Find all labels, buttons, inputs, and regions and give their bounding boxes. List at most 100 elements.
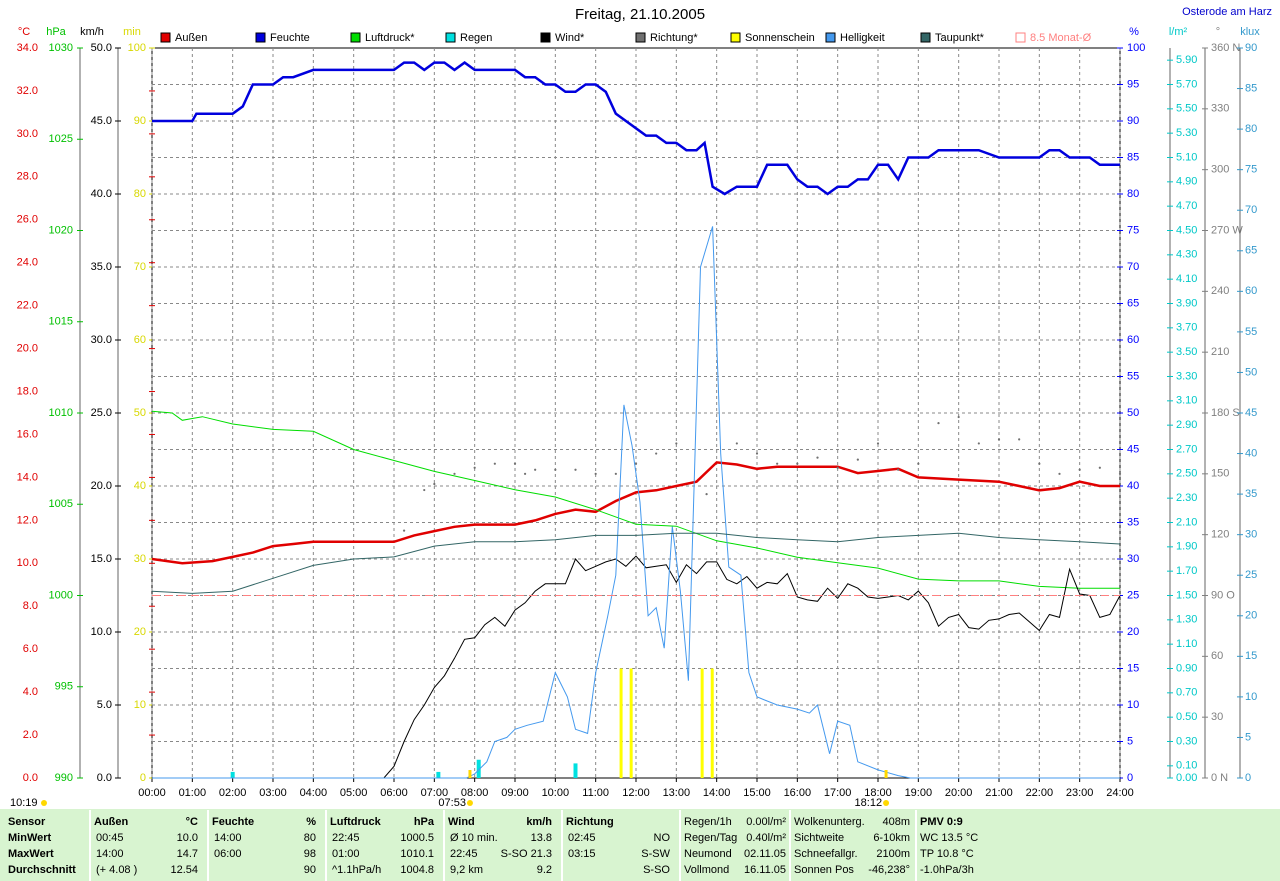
cell-label: 03:15: [568, 848, 596, 860]
series-dot: [1118, 472, 1122, 475]
y-tick-label: 35: [1245, 488, 1257, 500]
legend-label: Taupunkt*: [935, 32, 985, 44]
y-tick-label: 4.90: [1176, 176, 1197, 188]
y-tick-label: 45: [1245, 407, 1257, 419]
legend-swatch: [920, 32, 931, 43]
y-tick-label: 0.0: [97, 772, 112, 784]
series-dot: [634, 462, 638, 465]
x-tick-label: 22:00: [1026, 787, 1054, 799]
sun-time: 07:53: [438, 797, 466, 809]
cell-label: Sichtweite: [794, 832, 844, 844]
series-dot: [402, 529, 406, 532]
y-tick-label: 22.0: [17, 300, 38, 312]
y-tick-label: 15: [1245, 650, 1257, 662]
legend-swatch: [635, 32, 646, 43]
y-tick-label: 5.0: [97, 699, 112, 711]
cell-label: 22:45: [332, 832, 360, 844]
y-tick-label: 0.00: [1176, 772, 1197, 784]
legend-swatch: [540, 32, 551, 43]
axis-unit: l/m²: [1169, 26, 1188, 38]
y-tick-label: 50.0: [91, 42, 112, 54]
y-tick-label: 16.0: [17, 428, 38, 440]
cell-value: -46,238°: [868, 864, 910, 876]
legend-swatch: [350, 32, 361, 43]
y-tick-label: 90: [1127, 115, 1139, 127]
legend-label: Wind*: [555, 32, 585, 44]
series-dot: [997, 438, 1001, 441]
cell-label: PMV 0:9: [920, 816, 963, 828]
y-tick-label: 10.0: [91, 626, 112, 638]
y-tick-label: 180 S: [1211, 407, 1240, 419]
y-tick-label: 30: [1245, 529, 1257, 541]
y-tick-label: 0.0: [23, 772, 38, 784]
x-tick-label: 09:00: [501, 787, 529, 799]
y-tick-label: 70: [134, 261, 146, 273]
y-tick-label: 80: [1245, 123, 1257, 135]
y-tick-label: 1.10: [1176, 638, 1197, 650]
y-tick-label: 100: [128, 42, 146, 54]
y-tick-label: 0.90: [1176, 662, 1197, 674]
series-bar: [619, 668, 623, 778]
col-title: Außen: [94, 816, 129, 828]
legend-label: Außen: [175, 32, 207, 44]
y-tick-label: 25.0: [91, 407, 112, 419]
cell-label: WC 13.5 °C: [920, 832, 978, 844]
y-tick-label: 15: [1127, 662, 1139, 674]
y-tick-label: 20: [1245, 610, 1257, 622]
cell-value: S-SO: [643, 864, 670, 876]
y-tick-label: 5.90: [1176, 54, 1197, 66]
y-tick-label: 20.0: [91, 480, 112, 492]
x-tick-label: 16:00: [784, 787, 812, 799]
y-tick-label: 3.50: [1176, 346, 1197, 358]
cell-label: (+ 4.08 ): [96, 864, 137, 876]
legend-label: Richtung*: [650, 32, 698, 44]
y-tick-label: 1.70: [1176, 565, 1197, 577]
cell-value: 2100m: [876, 848, 910, 860]
y-tick-label: 60: [134, 334, 146, 346]
y-tick-label: 28.0: [17, 171, 38, 183]
y-tick-label: 50: [1245, 366, 1257, 378]
y-tick-label: 6.0: [23, 643, 38, 655]
series-dot: [675, 442, 678, 445]
series-dot: [735, 442, 738, 445]
cell-label: Schneefallgr.: [794, 848, 858, 860]
cell-label: 9,2 km: [450, 864, 483, 876]
x-tick-label: 13:00: [663, 787, 691, 799]
x-tick-label: 20:00: [945, 787, 973, 799]
series-dot: [594, 472, 597, 475]
y-tick-label: 60: [1245, 285, 1257, 297]
y-tick-label: 0.10: [1176, 760, 1197, 772]
cell-value: 14.7: [177, 848, 198, 860]
daylight: 10:19: [10, 797, 38, 809]
x-tick-label: 01:00: [179, 787, 207, 799]
y-tick-label: 0: [1245, 772, 1251, 784]
y-tick-label: 40.0: [91, 188, 112, 200]
series-dot: [655, 452, 658, 455]
y-tick-label: 990: [55, 772, 73, 784]
x-tick-label: 03:00: [259, 787, 287, 799]
cell-value: 80: [304, 832, 316, 844]
y-tick-label: 80: [1127, 188, 1139, 200]
cell-value: 6-10km: [873, 832, 910, 844]
y-tick-label: 20: [134, 626, 146, 638]
axis-unit: min: [123, 26, 141, 38]
cell-label: Wolkenunterg.: [794, 816, 865, 828]
series-dot: [705, 493, 708, 496]
row-label: MaxWert: [8, 848, 54, 860]
series-dot: [473, 466, 476, 469]
cell-value: 0.40l/m²: [746, 832, 786, 844]
series-dot: [755, 452, 759, 455]
y-tick-label: 5: [1127, 735, 1133, 747]
series-line: [152, 226, 1120, 779]
series-dot: [876, 442, 880, 445]
y-tick-label: 30: [1127, 553, 1139, 565]
y-tick-label: 26.0: [17, 214, 38, 226]
col-unit: %: [306, 816, 316, 828]
y-tick-label: 120: [1211, 529, 1229, 541]
series-dot: [534, 468, 537, 471]
cell-value: 12.54: [170, 864, 198, 876]
x-tick-label: 12:00: [622, 787, 650, 799]
y-tick-label: 10: [134, 699, 146, 711]
series-bar: [436, 771, 441, 778]
